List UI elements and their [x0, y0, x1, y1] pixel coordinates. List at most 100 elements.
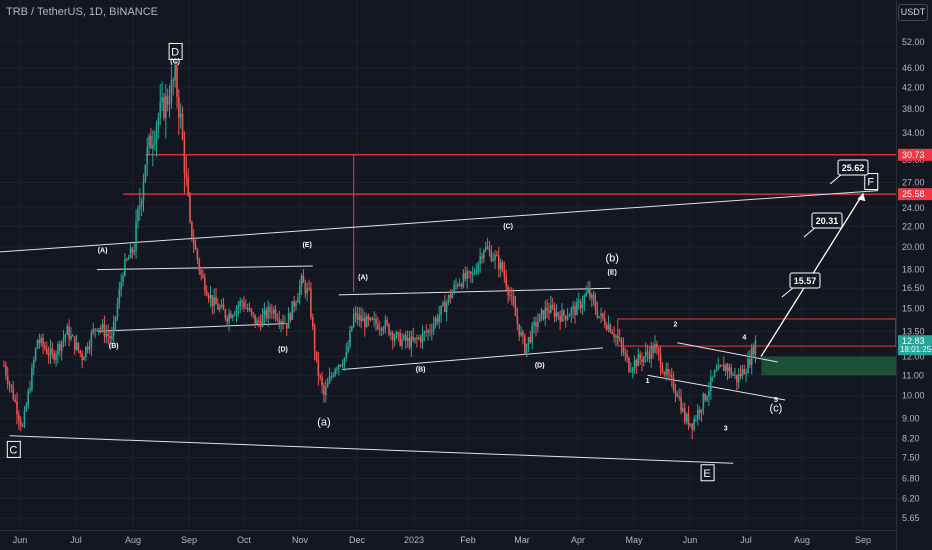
candle-body	[338, 364, 340, 369]
candle-body	[239, 301, 242, 306]
candle-body	[696, 409, 699, 419]
candle-body	[432, 324, 435, 332]
candle-body	[274, 309, 277, 318]
candle-body	[447, 295, 450, 303]
candle-body	[116, 303, 119, 317]
candle-body	[73, 336, 76, 350]
candle-body	[568, 315, 571, 317]
candle-body	[386, 320, 388, 324]
candle-body	[423, 331, 426, 333]
candle-body	[265, 309, 268, 318]
candle-body	[192, 238, 195, 245]
candle-body	[181, 113, 184, 139]
candle-body	[86, 346, 89, 350]
candle-body	[622, 346, 625, 353]
candle-body	[613, 334, 615, 338]
x-tick-label: Feb	[460, 535, 476, 545]
candle-body	[650, 346, 653, 359]
candle-body	[559, 315, 561, 322]
candle-body	[36, 340, 39, 349]
candle-body	[457, 284, 459, 286]
candle-body	[704, 393, 707, 401]
candle-body	[269, 306, 271, 312]
candle-body	[152, 144, 154, 149]
candle-body	[419, 337, 422, 342]
candle-body	[542, 310, 545, 320]
candle-body	[710, 377, 712, 391]
y-tick-label: 5.65	[902, 513, 920, 523]
candle-body	[81, 353, 83, 361]
candle-body	[42, 337, 44, 346]
candle-body	[670, 374, 673, 378]
wave-labels: D(C)C(A)(B)(E)(D)(a)(A)(B)(C)(D)(b)(E)12…	[6, 42, 879, 482]
candle-body	[698, 409, 701, 414]
x-tick-label: Oct	[237, 535, 252, 545]
candle-body	[354, 313, 357, 315]
candle-body	[112, 321, 115, 336]
candle-body	[732, 374, 734, 376]
x-tick-label: Aug	[125, 535, 141, 545]
candle-body	[183, 138, 186, 174]
candle-body	[144, 164, 147, 182]
candle-body	[592, 294, 595, 301]
candle-body	[546, 307, 548, 311]
candle-body	[138, 205, 141, 209]
candle-body	[38, 340, 41, 343]
candle-body	[302, 275, 305, 283]
candle-body	[70, 335, 72, 340]
candle-body	[382, 328, 385, 331]
candle-body	[524, 335, 526, 354]
x-tick-label: Sep	[181, 535, 197, 545]
candle-body	[231, 315, 234, 319]
target-box	[837, 159, 869, 176]
candle-body	[196, 249, 199, 260]
currency-button[interactable]: USDT	[898, 4, 928, 21]
trend-line	[342, 347, 603, 370]
candle-body	[68, 326, 70, 340]
candle-body	[358, 315, 361, 320]
candle-body	[16, 401, 18, 415]
candle-body	[648, 353, 651, 359]
candle-body	[75, 342, 78, 350]
candle-body	[510, 295, 513, 297]
candle-body	[369, 317, 372, 320]
y-tick-label: 11.00	[902, 370, 924, 380]
candle-body	[319, 375, 321, 378]
candle-body	[57, 343, 59, 355]
y-tick-label: 12.00	[902, 352, 925, 362]
candle-body	[72, 335, 74, 337]
candle-body	[429, 330, 431, 332]
candle-body	[284, 323, 286, 325]
candle-body	[92, 328, 95, 333]
candle-body	[680, 396, 682, 412]
candle-body	[626, 354, 628, 358]
candle-body	[371, 317, 374, 320]
candle-body	[133, 250, 135, 253]
wave-label: (C)	[503, 223, 513, 230]
y-tick-label: 42.00	[902, 83, 925, 93]
candle-body	[544, 307, 547, 320]
candle-body	[410, 336, 413, 348]
candle-body	[706, 396, 708, 401]
candle-body	[561, 310, 563, 322]
candle-body	[367, 316, 370, 320]
candle-body	[564, 315, 567, 320]
candle-body	[617, 336, 619, 339]
candle-body	[146, 146, 149, 165]
target-pointer	[803, 226, 817, 238]
wave-label: (E)	[303, 242, 312, 249]
candle-body	[466, 271, 468, 280]
level-price-label: 25.58	[902, 189, 925, 199]
candle-body	[295, 302, 297, 307]
candle-body	[728, 367, 731, 372]
candle-body	[85, 346, 87, 358]
candle-body	[10, 384, 13, 388]
candle-body	[689, 423, 692, 426]
candle-body	[685, 413, 688, 422]
candle-body	[683, 408, 686, 422]
wave-label: 5	[774, 397, 778, 404]
candle-body	[230, 313, 232, 319]
candle-body	[365, 316, 368, 328]
